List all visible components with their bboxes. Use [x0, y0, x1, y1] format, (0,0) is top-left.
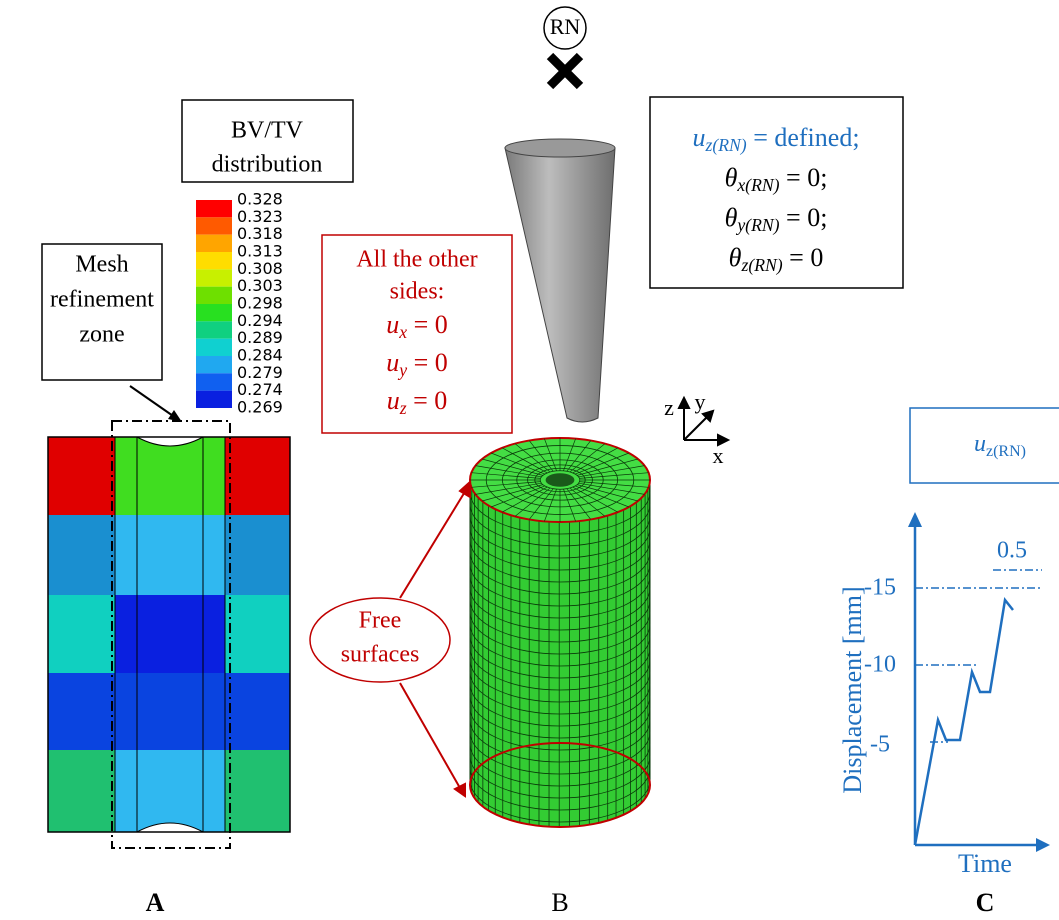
rest: = defined;	[747, 123, 860, 152]
colorbar-label: 0.284	[237, 346, 283, 365]
colorbar-cell	[196, 200, 232, 217]
mesh-label: refinement	[50, 287, 154, 313]
symbol: u	[974, 431, 986, 457]
other-sides-conditions: ux = 0uy = 0uz = 0	[386, 310, 448, 418]
symbol: u	[692, 123, 705, 152]
symbol: θ	[725, 163, 738, 192]
rest: = 0	[407, 310, 448, 339]
rest: = 0	[783, 243, 824, 272]
axis-label: y	[695, 389, 706, 414]
hole	[546, 473, 575, 486]
tick-label: -5	[870, 732, 890, 758]
symbol: θ	[725, 203, 738, 232]
arrowheads	[908, 512, 1050, 852]
other-sides-condition: uy = 0	[386, 348, 448, 380]
legend-title: distribution	[212, 152, 323, 178]
colorbar-cell	[196, 217, 232, 234]
tick-label: -15	[864, 575, 896, 601]
panel-label: C	[976, 888, 995, 917]
colorbar-label: 0.289	[237, 328, 283, 347]
colorbar-label: 0.318	[237, 224, 283, 243]
colorbar-label: 0.323	[237, 207, 283, 226]
colorbar-cell	[196, 339, 232, 356]
subscript: z(RN)	[740, 255, 782, 275]
colorbar-cell	[196, 391, 232, 408]
subscript: z(RN)	[704, 135, 746, 155]
free-surfaces-text: Free	[359, 608, 402, 634]
subscript: y	[397, 360, 407, 380]
colorbar-label: 0.298	[237, 294, 283, 313]
colorbar-label: 0.303	[237, 276, 283, 295]
symbol: θ	[729, 243, 742, 272]
cross-mark	[550, 56, 580, 86]
subscript: y(RN)	[735, 215, 779, 235]
specimen-section	[48, 421, 290, 848]
colorbar-label: 0.308	[237, 259, 283, 278]
node-label: RN	[550, 14, 581, 39]
symbol: u	[386, 310, 399, 339]
other-sides-text: sides:	[390, 279, 445, 305]
annotation: 0.5	[997, 538, 1027, 564]
axis-label: z	[664, 395, 674, 420]
other-sides-text: All the other	[356, 247, 477, 273]
arrow	[130, 386, 176, 418]
colorbar-label: 0.279	[237, 363, 283, 382]
colorbar-cell	[196, 356, 232, 373]
colorbar-cell	[196, 252, 232, 269]
indenter-top	[505, 139, 615, 157]
colorbar-cell	[196, 287, 232, 304]
rest: = 0;	[780, 163, 828, 192]
cylinder-body	[470, 480, 650, 827]
colorbar-label: 0.328	[237, 190, 283, 209]
panel-label: B	[551, 888, 568, 917]
tick-label: -10	[864, 652, 896, 678]
colorbar: 0.3280.3230.3180.3130.3080.3030.2980.294…	[196, 190, 283, 417]
rest: = 0	[407, 348, 448, 377]
subscript: x(RN)	[736, 175, 779, 195]
colorbar-cell	[196, 373, 232, 390]
rest: = 0	[407, 386, 448, 415]
figure: BV/TV distribution 0.3280.3230.3180.3130…	[0, 0, 1059, 920]
other-sides-condition: ux = 0	[386, 310, 448, 342]
load-curve	[915, 525, 1042, 845]
other-sides-condition: uz = 0	[387, 386, 448, 418]
colorbar-label: 0.269	[237, 398, 283, 417]
colorbar-label: 0.274	[237, 380, 283, 399]
axis-label: x	[713, 443, 724, 468]
panel-label: A	[146, 888, 165, 917]
mesh-label: zone	[79, 322, 124, 348]
symbol: u	[387, 386, 400, 415]
subscript: x	[398, 322, 407, 342]
legend-title: BV/TV	[231, 118, 304, 144]
free-surfaces-text: surfaces	[341, 642, 420, 668]
indenter	[505, 148, 615, 422]
subscript: z(RN)	[986, 443, 1026, 460]
colorbar-label: 0.313	[237, 242, 283, 261]
y-axis-label: Displacement [mm]	[838, 586, 867, 793]
x-axis-label: Time	[958, 849, 1012, 878]
mesh-label: Mesh	[75, 252, 128, 278]
rest: = 0;	[780, 203, 828, 232]
colorbar-cell	[196, 269, 232, 286]
cylinder-mesh	[470, 438, 650, 827]
colorbar-cell	[196, 321, 232, 338]
symbol: u	[386, 348, 399, 377]
colorbar-label: 0.294	[237, 311, 283, 330]
subscript: z	[399, 398, 407, 418]
colorbar-cell	[196, 304, 232, 321]
colorbar-cell	[196, 235, 232, 252]
